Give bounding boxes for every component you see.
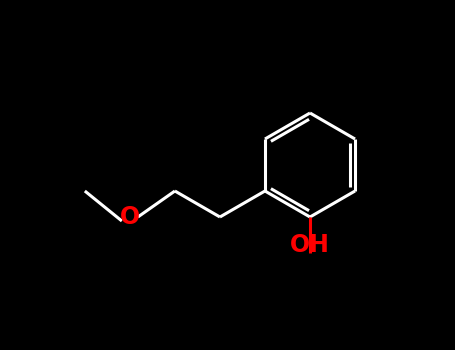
Text: OH: OH bbox=[290, 233, 330, 257]
Text: O: O bbox=[120, 205, 140, 229]
